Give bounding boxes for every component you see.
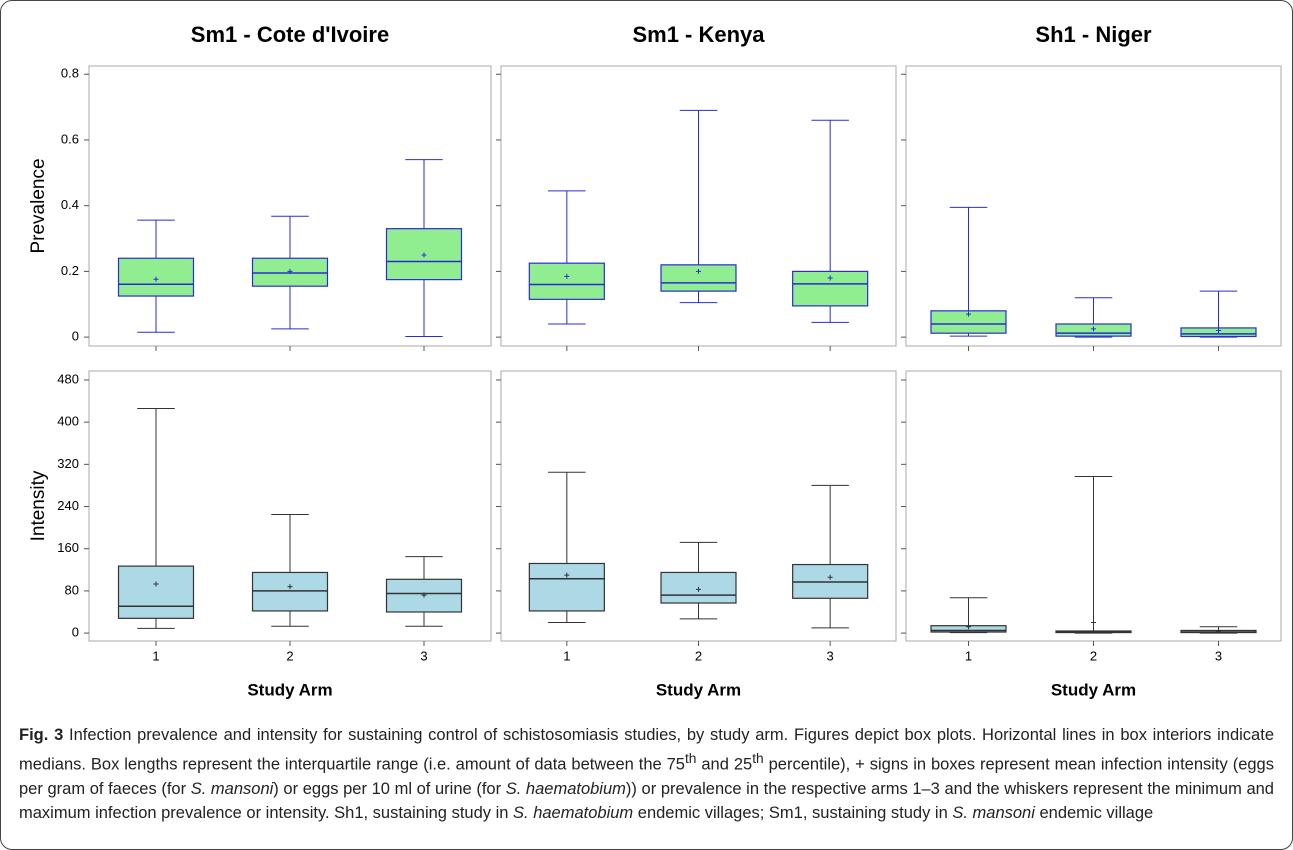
box bbox=[528, 262, 605, 300]
y-tick-label: 0.8 bbox=[61, 66, 79, 81]
caption-text: )) or prevalence in the respective arms … bbox=[19, 779, 1274, 822]
mean-marker bbox=[287, 584, 293, 590]
caption-text: th bbox=[752, 751, 764, 766]
mean-marker bbox=[421, 252, 427, 258]
x-tick-label: 3 bbox=[420, 648, 427, 663]
x-axis-label: Study Arm bbox=[656, 680, 741, 699]
mean-marker bbox=[1216, 328, 1221, 334]
mean-marker bbox=[421, 592, 427, 598]
y-tick-label: 240 bbox=[57, 498, 79, 513]
y-tick-label: 160 bbox=[57, 540, 79, 555]
mean-marker bbox=[966, 624, 971, 630]
y-tick-label: 0 bbox=[72, 329, 79, 344]
y-tick-label: 80 bbox=[65, 582, 79, 597]
mean-marker bbox=[1091, 620, 1096, 626]
x-tick-label: 2 bbox=[1090, 648, 1097, 663]
mean-marker bbox=[827, 574, 833, 580]
mean-marker bbox=[1091, 326, 1096, 332]
chart: 0 0.2 0.4 0.6 0.8 Sm1 - Cote d'Ivoire Prevalen… bbox=[28, 22, 1282, 699]
y-axis-label: Prevalence bbox=[28, 158, 49, 253]
y-tick-label: 0.6 bbox=[61, 131, 79, 146]
mean-marker bbox=[564, 572, 570, 578]
box bbox=[117, 565, 195, 619]
box bbox=[660, 264, 737, 292]
mean-marker bbox=[287, 268, 293, 274]
x-tick-label: 2 bbox=[286, 648, 293, 663]
x-axis-label: Study Arm bbox=[1051, 680, 1136, 699]
box bbox=[251, 571, 329, 612]
box bbox=[528, 562, 605, 612]
caption-text: S. mansoni bbox=[190, 779, 274, 798]
mean-marker bbox=[696, 586, 701, 592]
panel-title: Sm1 - Kenya bbox=[632, 22, 765, 47]
caption-text: S. mansoni bbox=[952, 803, 1035, 822]
x-tick-label: 3 bbox=[1215, 648, 1222, 663]
y-tick-label: 0.4 bbox=[61, 197, 79, 212]
x-tick-label: 1 bbox=[563, 648, 570, 663]
mean-marker bbox=[1216, 628, 1221, 634]
mean-marker bbox=[153, 276, 159, 282]
caption-label: Fig. 3 bbox=[19, 726, 64, 744]
y-tick-label: 480 bbox=[57, 371, 79, 386]
caption-text: endemic village bbox=[1034, 803, 1154, 822]
y-tick-label: 0.2 bbox=[61, 263, 79, 278]
x-axis-label: Study Arm bbox=[247, 680, 332, 699]
panel-title: Sm1 - Cote d'Ivoire bbox=[191, 22, 389, 47]
mean-marker bbox=[827, 275, 833, 281]
x-tick-label: 3 bbox=[827, 648, 834, 663]
caption-text: Infection prevalence and intensity for s… bbox=[19, 726, 1274, 774]
panel-title: Sh1 - Niger bbox=[1035, 22, 1152, 47]
x-tick-label: 2 bbox=[695, 648, 702, 663]
caption-text: S. haematobium bbox=[505, 779, 626, 798]
y-tick-label: 320 bbox=[57, 456, 79, 471]
y-tick-label: 0 bbox=[72, 625, 79, 640]
caption-text: th bbox=[684, 751, 697, 766]
caption: Fig. 3 Infection prevalence and intensit… bbox=[19, 723, 1274, 825]
mean-marker bbox=[696, 268, 701, 274]
y-axis-label: Intensity bbox=[28, 470, 49, 541]
y-tick-label: 400 bbox=[57, 414, 79, 429]
caption-text: S. haematobium bbox=[513, 803, 634, 822]
caption-text: and 25 bbox=[696, 755, 753, 774]
x-tick-label: 1 bbox=[965, 648, 972, 663]
caption-text: percentile), + signs in boxes represent … bbox=[19, 755, 1274, 798]
mean-marker bbox=[564, 273, 570, 279]
mean-marker bbox=[966, 311, 971, 317]
box bbox=[930, 310, 1007, 334]
caption-text: ) or eggs per 10 ml of urine (for bbox=[273, 779, 506, 798]
mean-marker bbox=[153, 581, 159, 587]
caption-text: endemic villages; Sm1, sustaining study … bbox=[633, 803, 953, 822]
x-tick-label: 1 bbox=[152, 648, 159, 663]
